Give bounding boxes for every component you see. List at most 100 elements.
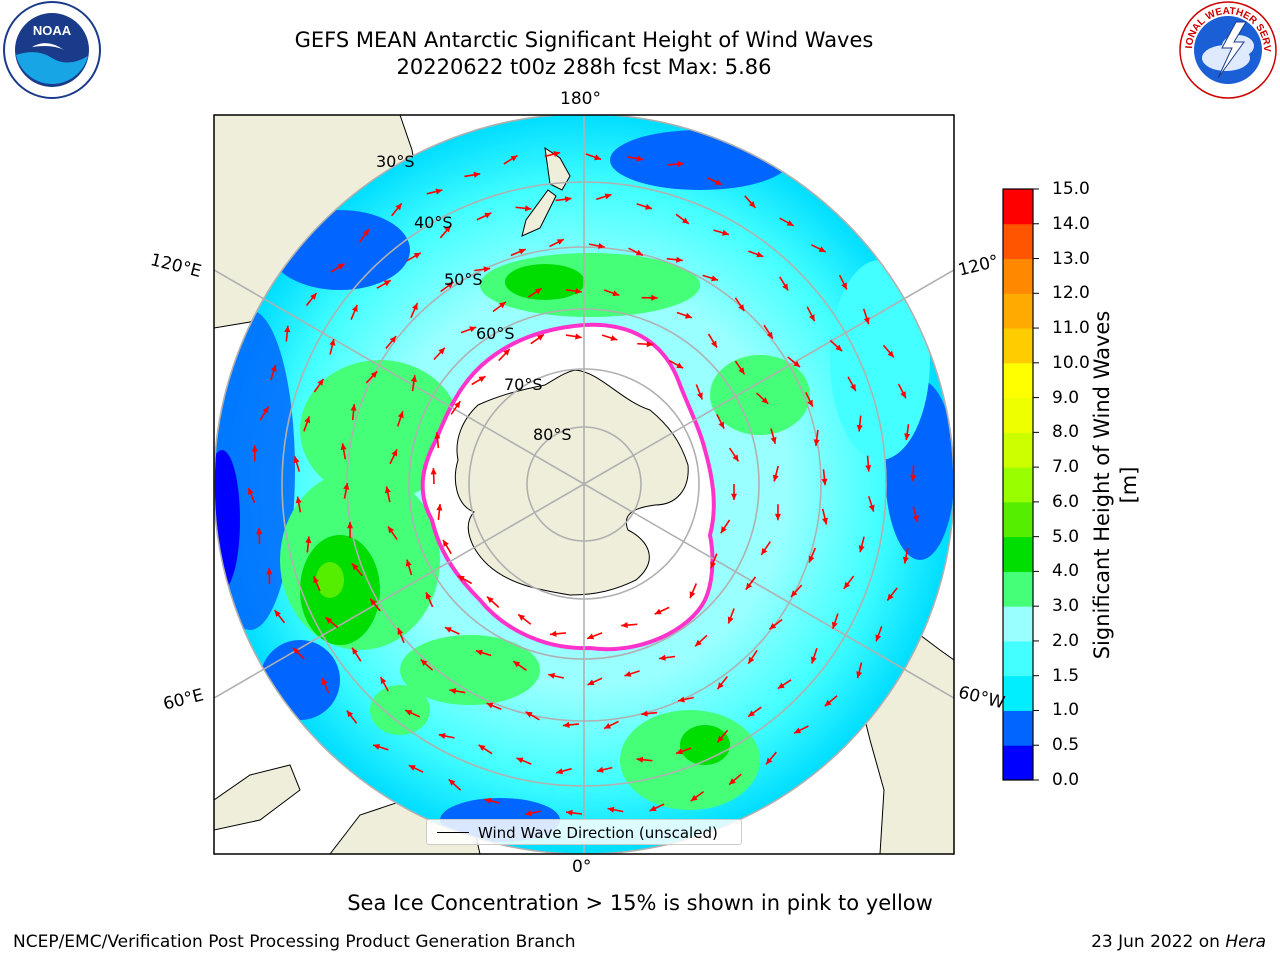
- footer-branch: NCEP/EMC/Verification Post Processing Pr…: [13, 932, 576, 952]
- wave-direction-arrowhead: [516, 757, 524, 764]
- wave-direction-arrowhead: [729, 778, 736, 785]
- colorbar-tick-label: 1.5: [1052, 665, 1080, 686]
- wave-direction-arrowhead: [635, 249, 643, 256]
- wave-direction-arrowhead: [690, 794, 698, 802]
- wave-direction-arrowhead: [695, 639, 702, 647]
- wave-direction-arrowhead: [904, 433, 911, 440]
- wave-direction-arrowhead: [346, 710, 354, 718]
- wave-direction-arrowhead: [313, 576, 319, 584]
- wave-direction-arrowhead: [697, 392, 703, 400]
- wave-direction-arrowhead: [790, 590, 798, 597]
- wave-direction-arrowhead: [449, 688, 457, 694]
- colorbar-tick-label: 7.0: [1052, 457, 1080, 478]
- wave-direction-arrowhead: [722, 229, 729, 236]
- lat-label-80s: 80°S: [533, 425, 572, 444]
- wave-direction-arrowhead: [711, 275, 718, 282]
- wave-direction-arrowhead: [388, 526, 395, 534]
- wave-direction-arrowhead: [397, 411, 404, 419]
- wave-direction-arrowhead: [682, 217, 689, 224]
- antarctica-land: [454, 369, 689, 596]
- wave-direction-arrowhead: [810, 656, 817, 664]
- wave-direction-arrowhead: [720, 526, 727, 534]
- colorbar: [1003, 188, 1039, 781]
- wave-direction-arrowhead: [534, 288, 542, 295]
- wave-direction-arrowhead: [794, 727, 802, 734]
- wave-direction-arrowhead: [329, 339, 336, 346]
- legend-line-sample: [437, 832, 469, 833]
- wave-direction-arrowhead: [352, 563, 359, 571]
- wave-direction-arrowhead: [420, 659, 428, 666]
- wave-direction-arrowhead: [438, 733, 446, 739]
- colorbar-segment: [1003, 640, 1033, 677]
- colorbar-title: Significant Height of Wind Waves [m]: [1090, 310, 1141, 660]
- wave-direction-arrowhead: [624, 671, 632, 677]
- wave-direction-arrowhead: [900, 391, 906, 399]
- wave-direction-arrowhead: [487, 596, 494, 604]
- wave-direction-arrowhead: [321, 678, 328, 685]
- wave-direction-arrowhead: [770, 436, 777, 444]
- wave-direction-arrowhead: [807, 399, 813, 407]
- wave-direction-arrowhead: [748, 656, 755, 664]
- colorbar-tick-label: 2.0: [1052, 630, 1080, 651]
- wave-direction-arrowhead: [865, 465, 872, 472]
- svg-text:NOAA: NOAA: [33, 23, 72, 38]
- wave-direction-arrowhead: [902, 556, 909, 564]
- colorbar-segment: [1003, 293, 1033, 329]
- wave-direction-arrowhead: [478, 744, 486, 751]
- wave-direction-arrowhead: [310, 293, 317, 300]
- colorbar-segment: [1003, 432, 1033, 468]
- colorbar-segment: [1003, 189, 1033, 225]
- wave-direction-arrowhead: [448, 779, 456, 786]
- wave-direction-arrowhead: [717, 682, 724, 690]
- wave-direction-arrowhead: [435, 188, 443, 195]
- wave-direction-arrowhead: [610, 335, 618, 341]
- colorbar-tick-label: 10.0: [1052, 352, 1090, 373]
- wave-direction-arrowhead: [756, 251, 764, 258]
- wave-direction-arrowhead: [484, 212, 492, 219]
- wave-direction-arrowhead: [566, 809, 573, 816]
- wave-direction-arrowhead: [525, 810, 532, 817]
- colorbar-segment: [1003, 223, 1033, 260]
- wave-direction-arrowhead: [405, 710, 413, 716]
- arrow-legend: Wind Wave Direction (unscaled): [426, 819, 742, 845]
- wave-direction-arrowhead: [604, 193, 612, 200]
- wave-direction-arrowhead: [499, 302, 506, 309]
- colorbar-segment: [1003, 397, 1033, 433]
- colorbar-tick-label: 0.5: [1052, 735, 1080, 756]
- map-area: [214, 115, 954, 854]
- wave-direction-arrowhead: [793, 360, 801, 368]
- colorbar-frame: [1002, 188, 1034, 781]
- wave-direction-arrowhead: [270, 364, 277, 372]
- wave-direction-arrowhead: [325, 617, 333, 624]
- wave-direction-arrowhead: [412, 303, 418, 311]
- colorbar-segment: [1003, 467, 1033, 503]
- wave-direction-arrowhead: [553, 151, 561, 157]
- wave-direction-arrowhead: [824, 699, 832, 707]
- wave-direction-arrowhead: [575, 288, 582, 295]
- wave-direction-arrowhead: [446, 282, 454, 289]
- wave-direction-arrowhead: [774, 513, 781, 521]
- wave-direction-arrowhead: [457, 575, 465, 582]
- wave-direction-arrowhead: [384, 486, 391, 494]
- wave-direction-arrowhead: [761, 397, 769, 404]
- colorbar-tick-label: 0.0: [1052, 770, 1080, 790]
- wave-direction-arrowhead: [373, 744, 380, 750]
- colorbar-tick-label: 9.0: [1052, 387, 1080, 408]
- colorbar-segment: [1003, 258, 1033, 294]
- wave-direction-arrowhead: [636, 155, 644, 162]
- wave-direction-arrowhead: [689, 591, 696, 599]
- footer-system: Hera: [1225, 932, 1266, 952]
- wave-direction-arrowhead: [362, 229, 370, 237]
- wave-direction-arrowhead: [676, 748, 683, 755]
- colorbar-segment: [1003, 571, 1033, 607]
- lat-label-50s: 50°S: [444, 270, 483, 289]
- wave-direction-arrowhead: [745, 582, 753, 590]
- wave-direction-arrowhead: [856, 671, 863, 679]
- wave-direction-arrowhead: [777, 682, 785, 689]
- wave-direction-arrowhead: [710, 561, 716, 569]
- wave-direction-arrowhead: [912, 515, 919, 523]
- wave-direction-arrowhead: [677, 161, 684, 167]
- wave-direction-arrowhead: [809, 314, 815, 322]
- wave-direction-arrowhead: [564, 196, 572, 203]
